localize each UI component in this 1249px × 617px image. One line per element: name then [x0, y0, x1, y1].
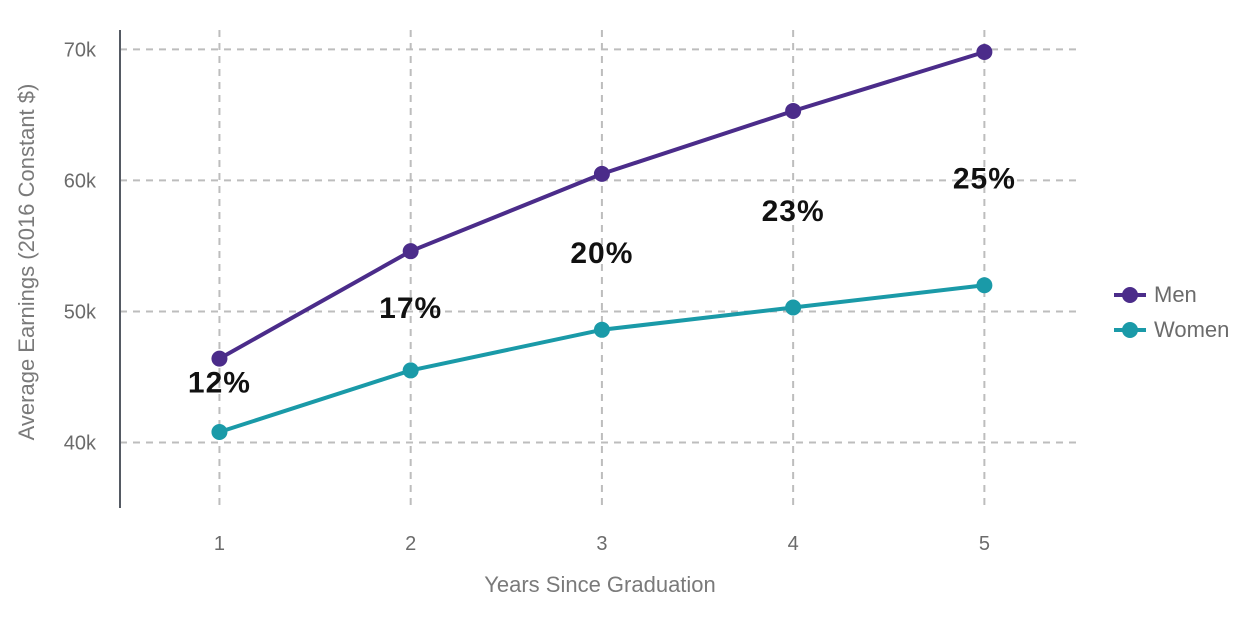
data-point-men	[785, 102, 802, 119]
series-women	[211, 277, 993, 440]
data-point-women	[785, 299, 802, 316]
gap-label: 12%	[188, 367, 251, 400]
y-tick-label: 70k	[64, 39, 97, 61]
legend-label: Men	[1154, 282, 1197, 307]
legend: Men Women	[1114, 282, 1229, 342]
gap-label: 23%	[762, 195, 825, 228]
gap-annotations: 12% 17% 20% 23% 25%	[188, 162, 1016, 400]
y-tick-label: 40k	[64, 432, 97, 454]
data-point-women	[211, 424, 228, 440]
legend-item-men: Men	[1114, 282, 1197, 307]
x-axis-ticks: 1 2 3 4 5	[214, 533, 990, 555]
gap-label: 25%	[953, 162, 1016, 195]
legend-swatch-dot	[1122, 287, 1138, 303]
gap-label: 20%	[570, 237, 633, 270]
x-tick-label: 3	[596, 533, 607, 555]
legend-label: Women	[1154, 317, 1229, 342]
data-point-men	[211, 350, 228, 367]
x-tick-label: 5	[979, 533, 990, 555]
y-tick-label: 60k	[64, 170, 97, 192]
legend-item-women: Women	[1114, 317, 1229, 342]
data-point-men	[976, 44, 993, 60]
y-axis-title: Average Earnings (2016 Constant $)	[14, 84, 39, 441]
grid	[120, 30, 1080, 508]
data-point-women	[402, 362, 419, 379]
y-tick-label: 50k	[64, 301, 97, 323]
x-tick-label: 1	[214, 533, 225, 555]
legend-swatch-dot	[1122, 322, 1138, 338]
data-point-men	[402, 243, 419, 260]
data-point-women	[976, 277, 993, 294]
data-point-women	[593, 321, 610, 338]
gap-label: 17%	[379, 292, 442, 325]
x-tick-label: 4	[788, 533, 799, 555]
series	[211, 44, 993, 440]
x-tick-label: 2	[405, 533, 416, 555]
data-point-men	[593, 165, 610, 182]
y-axis-ticks: 40k 50k 60k 70k	[64, 39, 97, 454]
series-men	[211, 44, 993, 367]
x-axis-title: Years Since Graduation	[484, 572, 716, 597]
